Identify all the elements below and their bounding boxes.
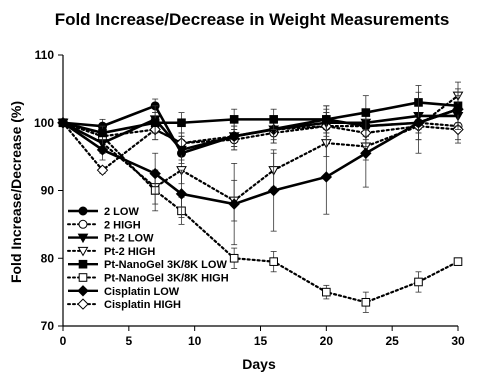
legend-item: Pt-2 HIGH xyxy=(67,246,155,258)
data-point xyxy=(267,184,280,197)
series-line xyxy=(62,101,459,135)
legend-label: Cisplatin LOW xyxy=(104,286,180,298)
legend-item: Cisplatin LOW xyxy=(68,285,180,298)
data-point xyxy=(149,167,161,180)
data-point xyxy=(176,145,187,156)
data-point xyxy=(322,287,331,297)
x-tick-label: 15 xyxy=(254,334,268,348)
data-point xyxy=(320,171,333,183)
axes: 70 80 90 100 110 0 5 10 15 20 25 30 xyxy=(34,48,465,348)
data-point xyxy=(228,198,240,210)
plot-area xyxy=(57,81,464,313)
data-point xyxy=(269,115,278,124)
chart-title: Fold Increase/Decrease in Weight Measure… xyxy=(55,10,450,29)
legend-marker xyxy=(78,206,88,216)
data-point xyxy=(175,188,188,200)
y-tick-label: 70 xyxy=(41,319,55,333)
data-point xyxy=(98,128,107,138)
legend-marker xyxy=(77,298,89,310)
y-tick-label: 100 xyxy=(34,116,54,130)
data-point xyxy=(177,118,186,128)
legend-marker xyxy=(78,273,88,282)
x-tick-label: 0 xyxy=(60,334,67,348)
legend-label: Pt-2 LOW xyxy=(104,233,154,245)
data-point xyxy=(228,132,240,142)
legend-item: Pt-2 LOW xyxy=(68,233,154,245)
y-tick-label: 110 xyxy=(35,48,55,62)
x-tick-label: 5 xyxy=(125,334,132,348)
legend-label: 2 HIGH xyxy=(104,219,141,231)
data-point xyxy=(414,277,423,287)
legend-label: Pt-2 HIGH xyxy=(104,246,155,258)
series-line xyxy=(61,121,460,304)
y-axis-label: Fold Increase/Decrease (%) xyxy=(8,101,24,283)
data-point xyxy=(229,253,239,263)
legend-marker xyxy=(77,246,89,257)
data-point xyxy=(96,164,109,176)
legend-label: Cisplatin HIGH xyxy=(104,299,181,311)
legend-marker xyxy=(77,233,89,244)
x-axis-label: Days xyxy=(242,356,276,372)
series-3 xyxy=(57,81,464,222)
legend-label: Pt-NanoGel 3K/8K HIGH xyxy=(104,273,229,285)
series-line xyxy=(62,114,458,152)
legend-label: 2 LOW xyxy=(104,206,139,218)
data-point xyxy=(150,118,160,128)
data-point xyxy=(453,257,463,266)
data-point xyxy=(360,147,372,159)
data-point xyxy=(361,297,371,307)
legend-label: Pt-NanoGel 3K/8K LOW xyxy=(104,259,227,271)
series-line xyxy=(61,94,460,202)
x-tick-label: 10 xyxy=(188,334,202,348)
data-point xyxy=(452,103,464,115)
data-point xyxy=(322,115,331,124)
series-6 xyxy=(57,91,464,246)
data-point xyxy=(412,117,425,129)
legend-marker xyxy=(77,285,89,297)
data-point xyxy=(229,115,239,124)
legend-item: Pt-NanoGel 3K/8K LOW xyxy=(68,259,227,271)
x-tick-label: 25 xyxy=(385,334,399,348)
data-point xyxy=(269,257,278,266)
x-tick-label: 30 xyxy=(451,334,465,348)
series-7 xyxy=(57,112,464,176)
legend-marker xyxy=(78,259,88,269)
legend-item: 2 HIGH xyxy=(67,219,141,231)
x-tick-label: 20 xyxy=(320,334,334,348)
data-point xyxy=(361,108,371,117)
legend-item: Pt-NanoGel 3K/8K HIGH xyxy=(67,273,229,285)
series-line xyxy=(62,107,459,206)
data-point xyxy=(57,117,69,129)
y-tick-label: 90 xyxy=(41,184,55,198)
y-tick-label: 80 xyxy=(41,251,55,265)
legend-marker xyxy=(78,219,88,229)
data-point xyxy=(96,144,109,156)
legend-item: 2 LOW xyxy=(68,206,139,218)
legend-item: Cisplatin HIGH xyxy=(67,298,181,311)
